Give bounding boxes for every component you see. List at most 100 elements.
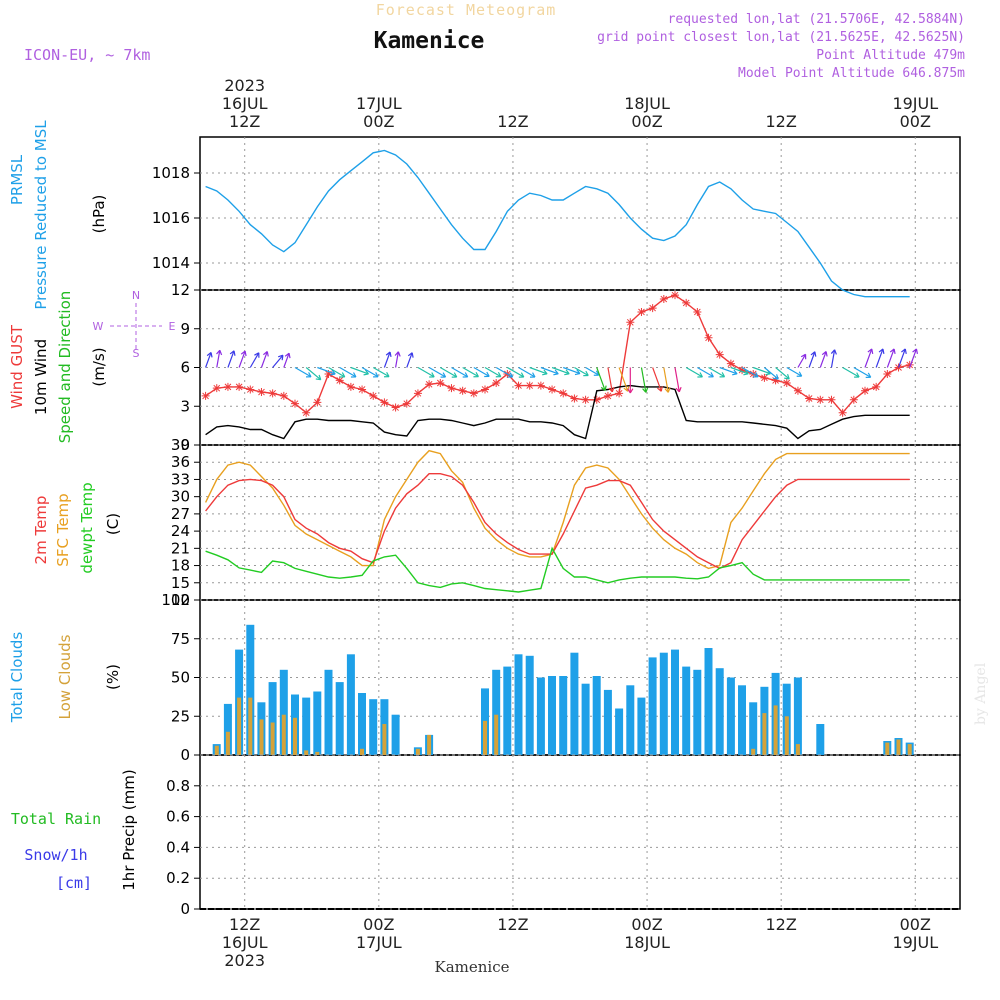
gust-star-marker (324, 369, 333, 378)
low-cloud-bar (751, 748, 756, 755)
low-cloud-bar (360, 748, 364, 755)
wind-direction-arrow (272, 354, 284, 368)
y-tick-label: 3 (180, 397, 190, 415)
gust-star-marker (637, 307, 646, 316)
direction-label: Speed and Direction (56, 291, 74, 444)
wind-arrowhead (206, 351, 213, 358)
wind-arrowhead (697, 372, 703, 378)
y-tick-label: 15 (171, 574, 190, 592)
gust-star-marker (849, 395, 858, 404)
credit-watermark: by Angel (973, 662, 989, 725)
y-tick-label: 0 (180, 436, 190, 454)
y-tick-label: 1014 (152, 254, 190, 272)
wind-arrowhead (600, 385, 607, 391)
gust-star-marker (469, 389, 478, 398)
snow-label: Snow/1h (24, 846, 87, 864)
gust-star-marker (861, 386, 869, 395)
wind-arrowhead (796, 371, 803, 377)
gust-star-marker (793, 386, 802, 395)
wind-direction-arrow (372, 366, 390, 378)
wind-direction-arrow (350, 366, 369, 375)
wind-arrowhead (451, 372, 458, 378)
wind-direction-arrow (294, 366, 312, 378)
low-cloud-bar (896, 739, 901, 755)
gust-star-marker (626, 318, 635, 327)
y-tick-label: 36 (171, 453, 190, 471)
total-cloud-bar (536, 677, 545, 755)
top-time-label: 12Z (229, 112, 260, 131)
top-time-label: 00Z (363, 112, 394, 131)
low-cloud-bar (907, 744, 912, 755)
total-cloud-bar (592, 676, 601, 755)
y-tick-label: 18 (171, 557, 190, 575)
wind-arrowhead (394, 351, 401, 357)
wind-direction-arrow (764, 367, 779, 380)
total-cloud-bar (391, 714, 400, 755)
wind-arrowhead (708, 372, 714, 378)
total-cloud-bar (626, 685, 635, 756)
gust-star-marker (514, 381, 523, 390)
low-cloud-bar (382, 724, 387, 755)
wind-direction-arrow (730, 366, 749, 375)
gust-star-marker (760, 373, 769, 382)
top-time-label: 2023 (224, 76, 265, 95)
gust-star-marker (413, 389, 422, 398)
total-cloud-bar (704, 648, 713, 755)
wind-direction-arrow (875, 348, 884, 368)
wind-direction-arrow (439, 366, 458, 378)
y-tick-label: 0.6 (166, 808, 190, 826)
y-tick-label: 24 (171, 522, 190, 540)
y-tick-label: 30 (171, 488, 190, 506)
compass-s: S (133, 347, 140, 360)
wind-arrowhead (330, 369, 336, 376)
wind-direction-arrow (775, 367, 790, 380)
low-cloud-bar (270, 722, 275, 755)
wind-direction-arrow (697, 366, 714, 378)
gust-star-marker (872, 382, 881, 391)
sfc-temp-line (204, 449, 910, 570)
gust-star-marker (313, 398, 322, 407)
wind-arrowhead (743, 369, 749, 376)
gust-label: Wind GUST (8, 324, 26, 409)
wind-direction-arrow (205, 352, 212, 368)
low-cloud-bar (225, 731, 230, 756)
wind-arrowhead (564, 369, 570, 376)
gust-star-marker (458, 386, 467, 395)
low-cloud-bar (237, 697, 242, 755)
wind-arrowhead (583, 370, 589, 377)
gust-star-marker (570, 394, 579, 403)
total-cloud-bar (659, 652, 668, 755)
gust-star-marker (838, 408, 847, 417)
total-cloud-bar (671, 649, 679, 755)
product-title: Forecast Meteogram (376, 1, 557, 19)
station-title: Kamenice (374, 28, 485, 54)
bottom-time-label: 00Z (363, 915, 394, 934)
gust-star-marker (738, 366, 747, 375)
y-tick-label: 0.2 (166, 869, 190, 887)
wind-arrowhead (553, 369, 559, 376)
panel-frame (199, 754, 961, 910)
wind-direction-arrow (551, 366, 570, 375)
wind-arrowhead (429, 372, 435, 378)
top-time-label: 12Z (497, 112, 528, 131)
total-cloud-bar (358, 693, 366, 755)
top-time-label: 00Z (631, 112, 662, 131)
top-time-label: 12Z (766, 112, 797, 131)
y-tick-label: 39 (171, 436, 190, 454)
wind-direction-arrow (283, 352, 290, 368)
y-tick-label: 0.4 (166, 838, 190, 856)
wind-label: 10m Wind (32, 339, 50, 415)
wind-arrowhead (889, 348, 896, 354)
wind-direction-arrow (909, 348, 918, 368)
gust-star-marker (257, 388, 266, 397)
wind-arrowhead (878, 348, 885, 354)
pressure-label: PRMSL (8, 154, 26, 205)
wind-arrowhead (732, 369, 738, 376)
wind-arrowhead (339, 372, 346, 378)
wind-arrowhead (901, 348, 907, 354)
gust-star-marker (693, 307, 702, 316)
total-cloud-bar (335, 682, 344, 755)
wind-arrowhead (240, 350, 247, 357)
total-cloud-bar (726, 677, 735, 755)
